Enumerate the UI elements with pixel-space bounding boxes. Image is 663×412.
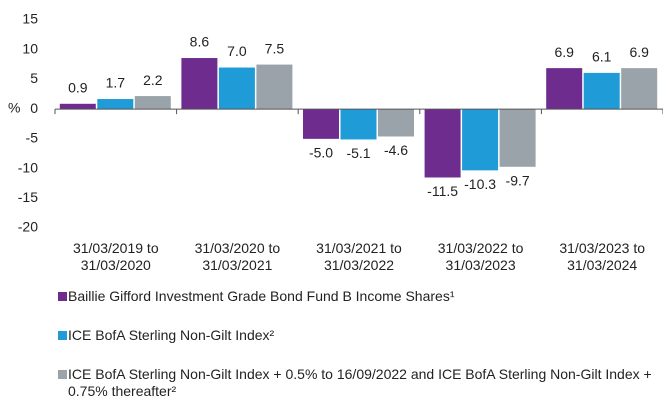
y-tick-label: 0 xyxy=(30,100,38,116)
value-label: -10.3 xyxy=(464,176,496,192)
value-label: -5.0 xyxy=(309,145,333,161)
y-axis-label: % xyxy=(8,100,20,116)
value-label: 0.9 xyxy=(68,79,88,95)
plot: % 15 10 5 0 -5 -10 -15 -20 0.9 1.7 2.2 8.6 7.0 7.5 -5.… xyxy=(8,11,663,235)
y-tick-label: -15 xyxy=(18,189,38,205)
bar xyxy=(340,109,377,140)
legend-label: ICE BofA Sterling Non-Gilt Index² xyxy=(68,327,275,343)
legend-item: ICE BofA Sterling Non-Gilt Index + 0.5% … xyxy=(58,366,663,400)
y-tick-label: -20 xyxy=(18,219,38,235)
value-label: -11.5 xyxy=(427,183,458,199)
legend-swatch xyxy=(58,331,67,340)
value-label: 1.7 xyxy=(106,75,126,91)
bar xyxy=(181,58,218,110)
bar xyxy=(424,109,461,178)
legend-item: Baillie Gifford Investment Grade Bond Fu… xyxy=(58,288,663,305)
bar xyxy=(621,68,658,110)
bar xyxy=(546,68,583,110)
value-label: 6.1 xyxy=(592,49,612,65)
y-tick-label: 15 xyxy=(22,11,38,27)
bar xyxy=(583,72,620,110)
bar xyxy=(303,109,339,139)
y-tick-label: 5 xyxy=(30,70,38,86)
value-label: -4.6 xyxy=(384,142,408,158)
legend-label: ICE BofA Sterling Non-Gilt Index + 0.5% … xyxy=(68,366,652,399)
legend-item: ICE BofA Sterling Non-Gilt Index² xyxy=(58,327,663,344)
value-label: 8.6 xyxy=(190,34,210,50)
value-label: 7.0 xyxy=(227,43,247,59)
value-label: 6.9 xyxy=(554,44,574,60)
y-tick-label: -5 xyxy=(26,130,39,146)
bar xyxy=(462,109,499,171)
legend-label: Baillie Gifford Investment Grade Bond Fu… xyxy=(68,288,455,304)
value-label: 6.9 xyxy=(629,44,649,60)
bar xyxy=(134,96,171,110)
legend: Baillie Gifford Investment Grade Bond Fu… xyxy=(58,288,663,412)
x-tick-label: 31/03/2020 to 31/03/2021 xyxy=(194,240,281,273)
value-label: -9.7 xyxy=(506,172,530,188)
y-tick-label: -10 xyxy=(18,159,38,175)
value-label: 7.5 xyxy=(265,40,285,56)
x-tick-label: 31/03/2021 to 31/03/2022 xyxy=(316,240,402,273)
bar xyxy=(499,109,536,167)
x-tick-label: 31/03/2022 to 31/03/2023 xyxy=(437,240,524,273)
bar xyxy=(256,64,293,110)
bar xyxy=(218,67,255,110)
y-tick-label: 10 xyxy=(22,40,38,56)
bar xyxy=(59,103,96,110)
bar xyxy=(97,99,134,110)
legend-swatch xyxy=(58,370,67,379)
x-tick-label: 31/03/2023 to 31/03/2024 xyxy=(559,240,645,273)
bar xyxy=(378,109,414,137)
x-tick-label: 31/03/2019 to 31/03/2020 xyxy=(72,240,159,273)
value-label: -5.1 xyxy=(346,145,370,161)
legend-swatch xyxy=(58,292,67,301)
value-label: 2.2 xyxy=(143,72,163,88)
